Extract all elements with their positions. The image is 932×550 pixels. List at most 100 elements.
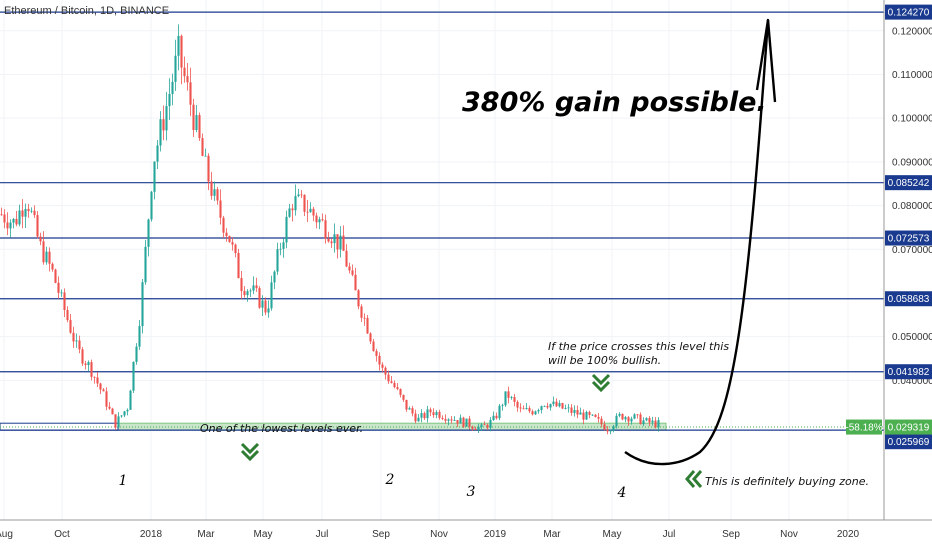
candle-body [33,210,36,216]
level-label: 0.041982 [888,367,930,378]
low-point-label: 3 [467,484,476,500]
candle-body [303,194,306,212]
candle-body [513,397,516,402]
candle-body [111,408,114,415]
candle-body [135,346,138,362]
candle-body [66,309,69,321]
candle-body [273,271,276,283]
level-label-bg [885,230,932,246]
candle-body [87,362,90,365]
current-price-text: 0.029319 [888,423,930,434]
candle-body [519,407,522,409]
candle-body [456,420,459,424]
candle-body [297,194,300,197]
candle-body [156,145,159,162]
candle-body [555,401,558,407]
level-label: 0.124270 [888,8,930,19]
chevron-stroke [692,470,703,488]
chevron-stroke [591,373,611,386]
candle-body [132,361,135,391]
candle-body [570,407,573,413]
time-axis[interactable]: Aug Oct 2018 Mar May Jul Sep Nov 2019 Mar May Jul Se… [0,529,860,540]
candle-body [615,415,618,427]
candle-body [651,420,654,423]
candle-body [282,242,285,249]
candle-body [360,306,363,318]
candle-body [51,263,54,270]
candle-body [3,214,6,223]
price-tick-label: 0.070000 [892,245,932,256]
time-tick-label: Oct [54,529,70,540]
candle-body [294,196,297,211]
candle-body [396,387,399,390]
price-tick-label: 0.110000 [892,70,932,81]
candle-body [375,351,378,356]
low-point-label: 1 [119,473,128,489]
candle-body [189,82,192,105]
time-tick-label: Aug [0,529,13,540]
candle-body [72,332,75,342]
candle-body [414,413,417,422]
candle-body [45,251,48,263]
candle-body [621,413,624,420]
candle-body [420,413,423,418]
candle-body [117,416,120,428]
candle-body [585,411,588,420]
candle-body [372,341,375,352]
candle-body [408,408,411,410]
candle-body [153,161,156,192]
candle-body [42,241,45,263]
candle-body [504,391,507,406]
candle-body [213,189,216,196]
candle-body [603,424,606,430]
candle-body [99,383,102,390]
candle-body [327,238,330,242]
candle-body [192,104,195,130]
candle-body [255,285,258,289]
projection-curve [624,19,770,466]
candle-body [27,208,30,212]
candle-body [63,292,66,310]
time-tick-label: May [254,529,273,540]
candle-body [405,399,408,410]
candle-body [588,411,591,415]
candle-body [39,236,42,242]
candle-body [267,308,270,313]
candle-body [96,377,99,384]
candle-body [288,208,291,217]
candle-body [594,414,597,417]
candle-body [543,405,546,407]
low-point-label: 4 [617,485,627,501]
price-tick-label: 0.100000 [892,114,932,125]
candle-body [0,214,3,216]
candle-body [90,362,93,377]
candle-body [162,119,165,131]
level-label: 0.072573 [888,234,930,245]
candle-body [225,232,228,236]
candle-body [57,282,60,293]
chevron-stroke [685,470,696,488]
candle-body [81,349,84,364]
candle-body [264,300,267,313]
candle-body [426,409,429,419]
candle-body [18,210,21,225]
candles [0,24,660,435]
level-label: 0.025969 [888,437,930,448]
time-tick-label: Sep [372,529,390,540]
candle-body [459,417,462,424]
candle-body [15,218,18,225]
buying-zone-annotation: This is definitely buying zone. [705,475,869,488]
level-label-bg [885,434,932,450]
price-axis[interactable]: 0.120000 0.110000 0.100000 0.090000 0.080000… [892,26,932,387]
candle-body [168,93,171,107]
candle-body [444,418,447,421]
candle-body [540,406,543,411]
candle-body [318,219,321,223]
candle-body [354,274,357,291]
candle-body [102,389,105,392]
candle-body [120,415,123,417]
candle-body [534,411,537,415]
candle-body [390,381,393,383]
level-label: 0.058683 [888,294,930,305]
